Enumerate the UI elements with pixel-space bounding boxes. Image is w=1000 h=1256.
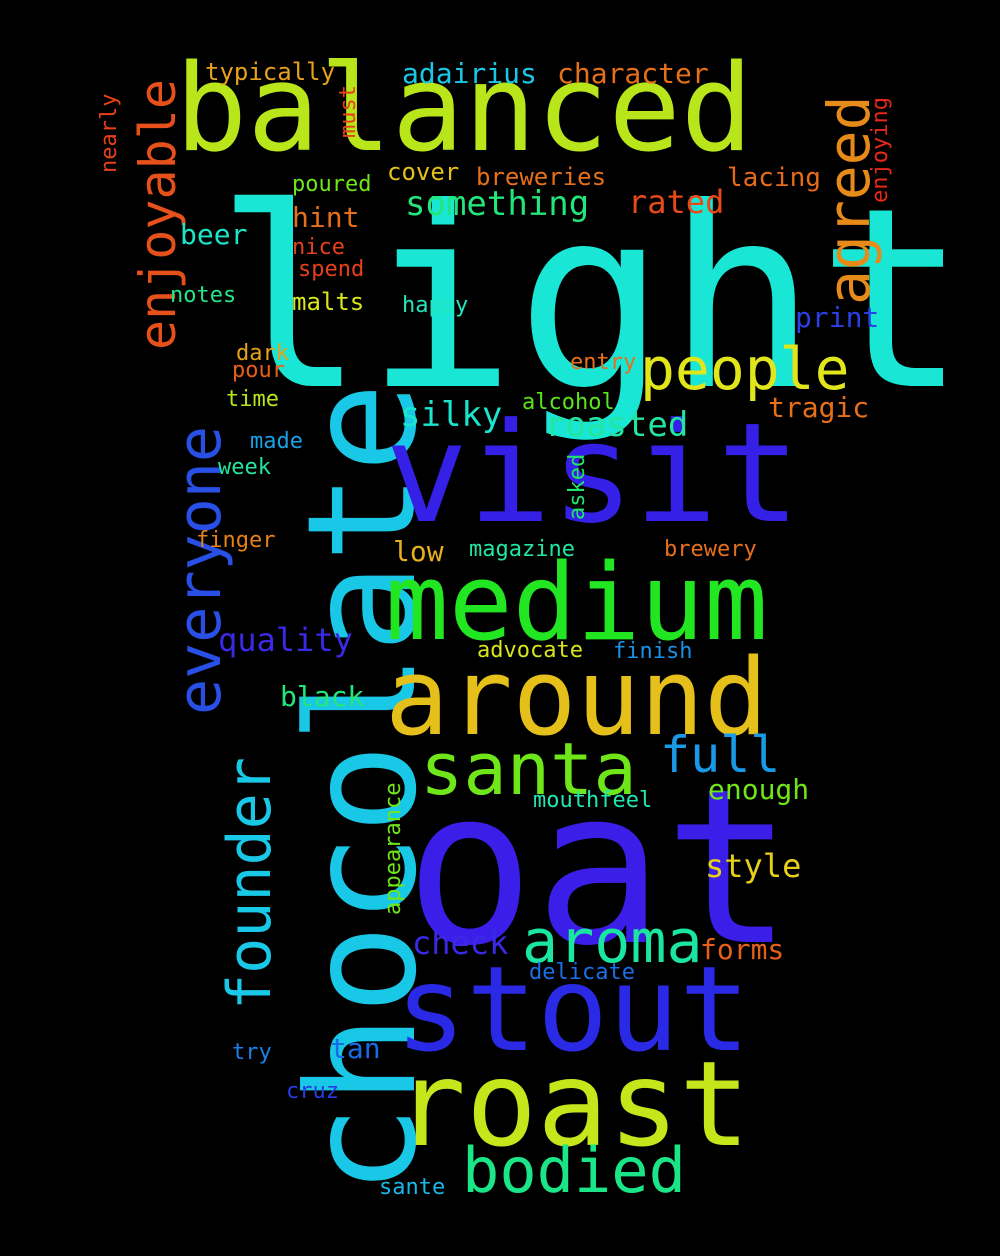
word-forms: forms: [700, 933, 785, 966]
word-santa: santa: [420, 727, 637, 811]
word-founder: founder: [215, 757, 285, 1010]
word-must: must: [336, 85, 361, 138]
word-stout: stout: [395, 940, 751, 1078]
word-tragic: tragic: [768, 391, 870, 424]
word-appearance: appearance: [381, 782, 406, 915]
word-hint: hint: [292, 201, 360, 234]
word-people: people: [640, 335, 850, 403]
word-visit: visit: [385, 393, 801, 554]
word-full: full: [660, 726, 781, 784]
word-beer: beer: [180, 218, 248, 251]
word-medium: medium: [385, 541, 768, 664]
word-balanced: balanced: [175, 40, 753, 179]
word-lacing: lacing: [727, 163, 821, 193]
word-finger: finger: [196, 528, 276, 553]
word-asked: asked: [565, 453, 590, 520]
word-notes: notes: [170, 283, 237, 308]
word-spend: spend: [298, 257, 365, 282]
word-pour: pour: [232, 358, 285, 383]
word-light: light: [215, 154, 968, 445]
word-enjoyable: enjoyable: [129, 79, 187, 350]
word-enough: enough: [708, 773, 810, 806]
word-brewery: brewery: [664, 537, 757, 562]
word-time: time: [226, 387, 279, 412]
word-quality: quality: [218, 621, 353, 659]
word-sante: sante: [379, 1175, 446, 1200]
word-character: character: [557, 57, 709, 90]
word-silky: silky: [400, 395, 503, 435]
word-print: print: [795, 301, 880, 334]
word-try: try: [232, 1040, 272, 1065]
word-breweries: breweries: [476, 163, 607, 191]
word-poured: poured: [292, 172, 372, 197]
word-adairius: adairius: [402, 57, 537, 90]
word-something: something: [405, 184, 590, 224]
word-dark: dark: [236, 341, 289, 366]
word-cruz: cruz: [286, 1079, 339, 1104]
word-nice: nice: [292, 235, 345, 260]
word-around: around: [385, 636, 768, 759]
word-low: low: [393, 535, 444, 568]
word-made: made: [250, 429, 303, 454]
word-oat: oat: [405, 742, 794, 993]
word-tan: tan: [330, 1032, 381, 1065]
word-enjoying: enjoying: [868, 97, 893, 203]
word-happy: happy: [402, 293, 469, 318]
word-magazine: magazine: [469, 537, 575, 562]
word-roasted: roasted: [545, 405, 689, 445]
word-week: week: [218, 455, 271, 480]
word-malts: malts: [292, 288, 365, 316]
word-bodied: bodied: [462, 1134, 686, 1207]
word-alcohol: alcohol: [522, 390, 615, 415]
word-nearly: nearly: [97, 93, 122, 173]
word-advocate: advocate: [477, 638, 583, 663]
word-aroma: aroma: [522, 907, 703, 977]
word-style: style: [705, 847, 802, 885]
word-mouthfeel: mouthfeel: [533, 788, 653, 813]
word-rated: rated: [628, 183, 725, 221]
word-check: check: [412, 924, 509, 962]
word-black: black: [280, 680, 365, 713]
word-typically: typically: [205, 58, 336, 86]
word-delicate: delicate: [529, 960, 635, 985]
word-finish: finish: [613, 639, 693, 664]
word-roast: roast: [395, 1035, 751, 1173]
word-entry: entry: [570, 350, 637, 375]
word-cover: cover: [387, 158, 460, 186]
